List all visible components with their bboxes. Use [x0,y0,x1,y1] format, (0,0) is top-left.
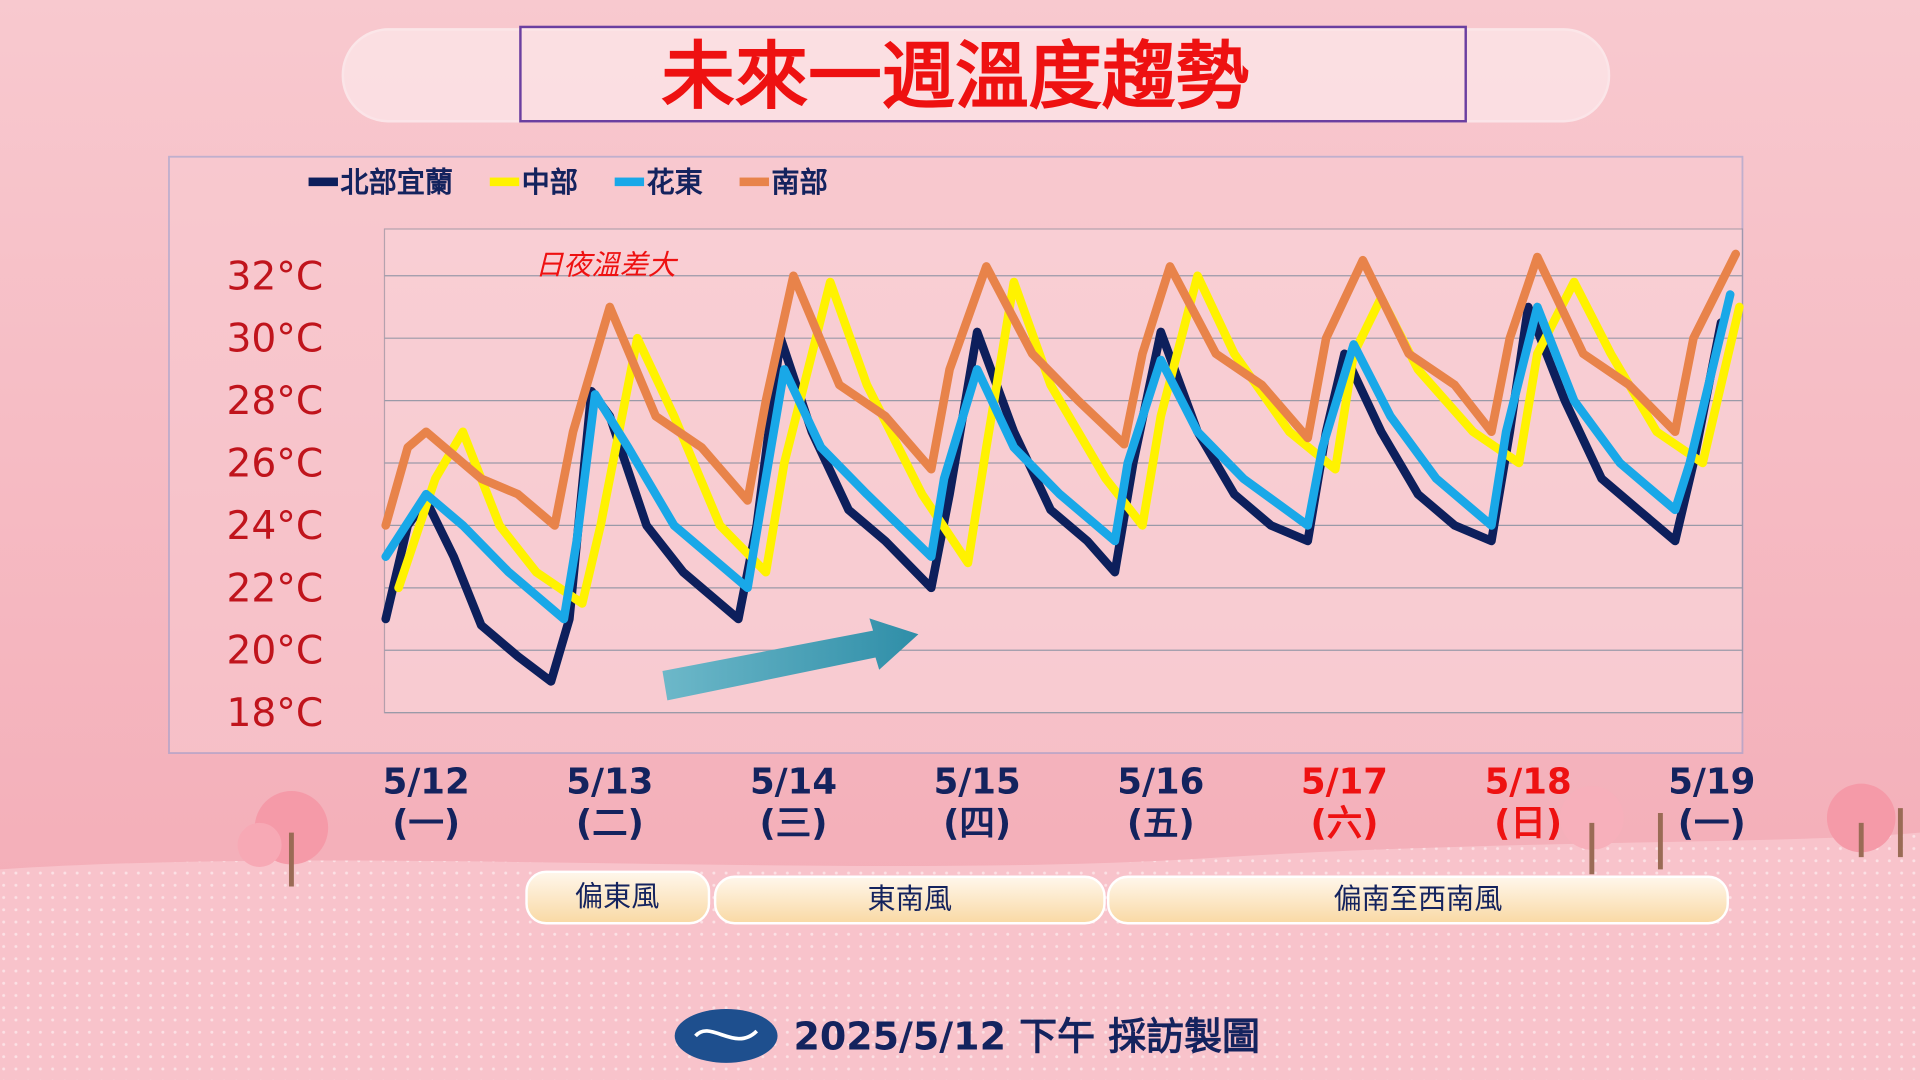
legend-label: 花東 [647,166,703,199]
legend-swatch [489,177,520,187]
title-box [519,25,1467,123]
annotation: 日夜溫差大 [535,248,679,281]
wind-label: 東南風 [868,883,952,916]
legend-label: 北部宜蘭 [340,166,453,199]
legend-swatch [308,177,338,187]
y-tick-label: 24°C [226,504,323,549]
legend-swatch [739,177,769,187]
wind-label: 偏東風 [575,880,659,913]
x-tick-weekday: (四) [943,803,1011,844]
x-tick-weekday: (二) [576,803,644,844]
y-tick-label: 18°C [226,691,323,736]
trend-arrow [662,618,919,701]
x-tick-label: 5/15 [934,761,1021,802]
legend-swatch [614,177,645,187]
wind-label: 偏南至西南風 [1333,883,1502,916]
logo-mark [694,1029,759,1041]
x-tick-weekday: (一) [1678,803,1746,844]
x-tick-weekday: (六) [1310,803,1378,844]
chart-title: 未來一週溫度趨勢 [661,35,1249,120]
y-tick-label: 20°C [226,629,323,674]
x-tick-label: 5/13 [566,761,653,802]
wind-band [1106,875,1729,925]
x-tick-label: 5/14 [750,761,837,802]
footer-text: 2025/5/12 下午 採訪製圖 [793,1014,1260,1058]
legend-label: 中部 [522,166,578,199]
y-tick-label: 26°C [226,441,323,486]
y-tick-label: 32°C [226,254,323,299]
x-tick-weekday: (日) [1494,803,1562,844]
series-line [381,249,1740,530]
wind-band [713,875,1106,925]
x-tick-weekday: (五) [1127,803,1195,844]
x-tick-weekday: (一) [392,803,460,844]
tree [1826,783,1903,858]
tree [1560,786,1663,875]
x-tick-weekday: (三) [760,803,828,844]
x-tick-label: 5/17 [1301,761,1388,802]
y-tick-label: 28°C [226,379,323,424]
y-tick-label: 22°C [226,566,323,611]
wind-band [525,870,711,925]
y-tick-label: 30°C [226,317,323,362]
x-tick-label: 5/12 [383,761,470,802]
x-tick-label: 5/19 [1668,761,1755,802]
x-tick-label: 5/18 [1485,761,1572,802]
x-tick-label: 5/16 [1117,761,1204,802]
series-line [394,271,1744,608]
legend-label: 南部 [771,166,827,199]
tree [237,791,329,887]
series-line [381,290,1735,624]
